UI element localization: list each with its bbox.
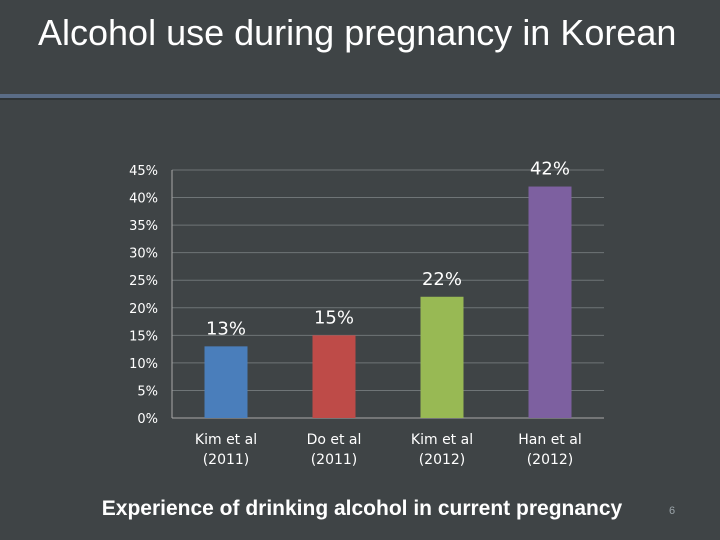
y-tick-label: 5% (137, 384, 158, 399)
x-tick-label: Do et al (307, 432, 362, 448)
y-tick-label: 20% (129, 302, 158, 317)
y-tick-label: 30% (129, 247, 158, 262)
chart-caption: Experience of drinking alcohol in curren… (101, 497, 623, 520)
y-tick-label: 40% (129, 192, 158, 207)
data-label: 13% (206, 318, 246, 339)
bar (312, 335, 356, 418)
y-tick-label: 10% (129, 357, 158, 372)
y-tick-label: 25% (129, 274, 158, 289)
x-tick-label: Kim et al (411, 432, 473, 448)
data-label: 42% (530, 159, 570, 180)
y-tick-label: 45% (129, 164, 158, 179)
slide-title: Alcohol use during pregnancy in Korean (38, 12, 677, 53)
x-tick-label: (2011) (203, 452, 250, 468)
x-tick-label: (2012) (527, 452, 574, 468)
y-tick-label: 15% (129, 329, 158, 344)
data-label: 15% (314, 307, 354, 328)
data-label: 22% (422, 269, 462, 290)
bar (420, 296, 464, 418)
x-tick-label: (2012) (419, 452, 466, 468)
x-tick-label: Kim et al (195, 432, 257, 448)
bar (528, 186, 572, 418)
y-tick-label: 0% (137, 412, 158, 427)
title-divider-shadow (0, 98, 720, 100)
bar (204, 346, 248, 418)
x-tick-label: (2011) (311, 452, 358, 468)
x-tick-label: Han et al (518, 432, 581, 448)
y-tick-label: 35% (129, 219, 158, 234)
page-number: 6 (669, 505, 676, 517)
title-divider (0, 94, 720, 98)
